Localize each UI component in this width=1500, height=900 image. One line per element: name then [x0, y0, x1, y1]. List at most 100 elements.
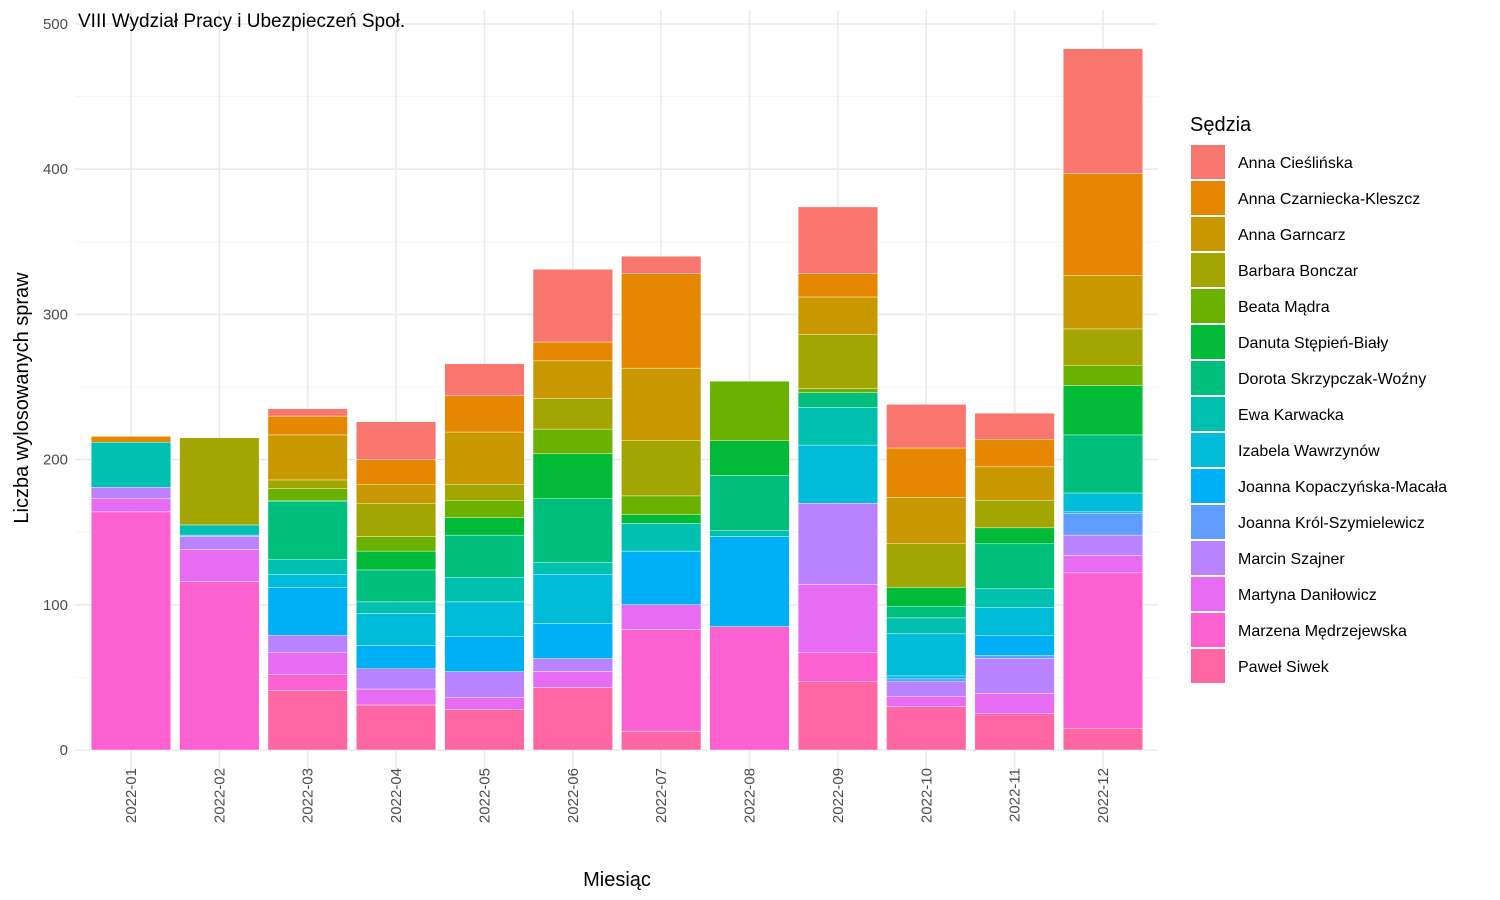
bar-segment [709, 626, 790, 751]
bar-segment [974, 527, 1055, 545]
bar-segment [356, 668, 437, 690]
bar-segment [444, 671, 525, 698]
bar-segment [709, 440, 790, 476]
legend-label: Joanna Kopaczyńska-Macała [1238, 479, 1447, 496]
bar-segment [886, 681, 967, 697]
bar-segment [356, 484, 437, 504]
bar-segment [532, 269, 613, 343]
y-tick-label: 400 [43, 161, 68, 178]
legend-swatch [1191, 613, 1225, 647]
legend-title: Sędzia [1190, 114, 1252, 136]
bar-segment [886, 543, 967, 588]
legend-swatch [1191, 361, 1225, 395]
legend-label: Anna Garncarz [1238, 227, 1346, 244]
bar-segment [621, 514, 702, 524]
legend-label: Danuta Stępień-Biały [1238, 335, 1388, 352]
bar-segment [267, 574, 348, 588]
bar-segment [91, 436, 171, 443]
bar-segment [179, 581, 260, 751]
bar-segment [356, 613, 437, 646]
bar-segment [797, 392, 878, 408]
legend-label: Izabela Wawrzynów [1238, 443, 1380, 460]
bar-segment [974, 693, 1055, 714]
bar-segment [532, 687, 613, 751]
bar-segment [797, 407, 878, 446]
bar-segment [1063, 434, 1143, 494]
bar-segment [797, 388, 878, 394]
bar-segment [356, 688, 437, 706]
bar-segment [974, 439, 1055, 468]
bar-segment [91, 486, 171, 500]
bar-segment [444, 500, 525, 518]
bar-segment [444, 601, 525, 637]
bar-segment [1063, 511, 1143, 514]
x-tick-label: 2022-07 [653, 768, 670, 823]
x-tick-labels: 2022-01 2022-02 2022-03 2022-04 2022-05 2022-… [123, 768, 1112, 823]
bar-segment [1063, 48, 1143, 174]
bar-segment [532, 498, 613, 563]
x-tick-label: 2022-08 [742, 768, 759, 823]
bar-segment [621, 367, 702, 441]
x-tick-label: 2022-02 [211, 768, 228, 823]
bar-segment [797, 296, 878, 335]
y-tick-label: 300 [43, 306, 68, 323]
bar-segment [267, 479, 348, 489]
bar-segment [267, 501, 348, 560]
bar-segment [974, 635, 1055, 656]
bar-segment [621, 495, 702, 515]
bar-segment [886, 447, 967, 498]
x-tick-label: 2022-10 [918, 768, 935, 823]
bar-segment [179, 534, 260, 537]
bar-segment [1063, 365, 1143, 386]
bar-segment [1063, 572, 1143, 729]
legend-swatch [1191, 181, 1225, 215]
bar-segment [532, 360, 613, 399]
bar-segment [709, 536, 790, 627]
bar-segment [797, 652, 878, 682]
bar-segment [532, 562, 613, 575]
bar-segment [974, 500, 1055, 529]
y-tick-labels: 0 100 200 300 400 500 [43, 16, 68, 759]
legend-swatch [1191, 649, 1225, 683]
bar-segment [444, 534, 525, 578]
bar-segment [444, 636, 525, 672]
bar-segment [267, 415, 348, 436]
bar-segment [621, 730, 702, 751]
bar-segment [621, 256, 702, 274]
bar-segment [1063, 492, 1143, 513]
bar-segment [886, 497, 967, 545]
legend-swatch [1191, 469, 1225, 503]
bar-segment [356, 601, 437, 614]
bar-segment [1063, 173, 1143, 276]
x-tick-label: 2022-01 [123, 768, 140, 823]
bar-segment [267, 674, 348, 691]
bar-segment [444, 577, 525, 603]
bar-segment [974, 588, 1055, 608]
bar-segment [1063, 728, 1143, 751]
legend-label: Beata Mądra [1238, 299, 1330, 316]
bar-segment [621, 629, 702, 732]
legend-label: Anna Czarniecka-Kleszcz [1238, 191, 1420, 208]
bar-segment [886, 706, 967, 751]
bar-segment [1063, 513, 1143, 536]
legend-swatch [1191, 325, 1225, 359]
legend-swatch [1191, 577, 1225, 611]
bar-segment [797, 502, 878, 585]
legend-label: Anna Cieślińska [1238, 155, 1353, 172]
bar-segment [797, 681, 878, 751]
legend-label: Paweł Siwek [1238, 659, 1330, 676]
bar-segment [797, 273, 878, 298]
bar-segment [444, 697, 525, 710]
bar-segment [356, 502, 437, 537]
bar-segment [267, 559, 348, 575]
bar-segment [886, 404, 967, 449]
y-tick-label: 0 [60, 742, 68, 759]
bar-segment [532, 453, 613, 500]
bar-segment [974, 412, 1055, 440]
bar-segment [1063, 328, 1143, 366]
bar-segment [356, 536, 437, 552]
bar-segment [886, 696, 967, 707]
bar-segment [797, 334, 878, 389]
bar-segment [444, 431, 525, 485]
bar-segment [356, 704, 437, 751]
